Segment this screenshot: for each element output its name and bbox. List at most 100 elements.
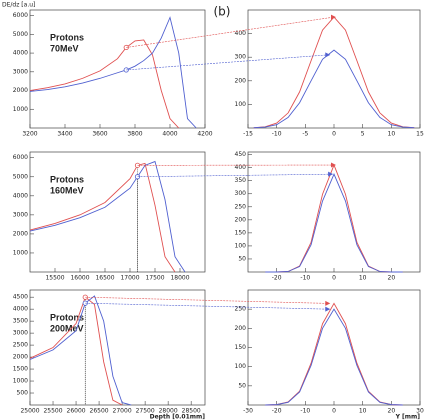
x-tick-label: 5 bbox=[361, 131, 365, 138]
x-tick-label: -10 bbox=[300, 408, 310, 415]
x-tick-label: 20 bbox=[388, 275, 396, 282]
x-tick-label: 16000 bbox=[70, 275, 89, 282]
x-tick-label: 25000 bbox=[20, 408, 39, 415]
y-tick-label: 2000 bbox=[13, 230, 28, 237]
marker bbox=[331, 14, 336, 20]
y-tick-label: 1000 bbox=[13, 106, 28, 113]
y-tick-label: 300 bbox=[235, 190, 247, 197]
x-tick-label: 18000 bbox=[170, 275, 189, 282]
plot-frame bbox=[247, 9, 421, 129]
x-tick-label: 28000 bbox=[159, 408, 178, 415]
annotation: 160MeV bbox=[50, 185, 84, 195]
y-tick-label: 6000 bbox=[13, 12, 28, 19]
annotation: 70MeV bbox=[50, 43, 79, 53]
data-line bbox=[29, 162, 176, 273]
x-tick-label: 3200 bbox=[22, 131, 37, 138]
y-tick-label: 1500 bbox=[13, 366, 28, 373]
x-tick-label: 3800 bbox=[127, 131, 142, 138]
y-tick-label: 4000 bbox=[13, 192, 28, 199]
y-tick-label: 500 bbox=[17, 390, 29, 397]
y-tick-label: 100 bbox=[235, 363, 247, 370]
marker bbox=[325, 306, 331, 312]
y-tick-label: 200 bbox=[235, 325, 247, 332]
y-tick-label: 450 bbox=[235, 151, 247, 158]
y-axis-label: DE/dz [a.u] bbox=[2, 2, 35, 9]
x-tick-label: -30 bbox=[243, 408, 253, 415]
y-tick-label: 2000 bbox=[13, 87, 28, 94]
y-tick-label: 4000 bbox=[13, 50, 28, 57]
y-tick-label: 1000 bbox=[13, 378, 28, 385]
data-line bbox=[253, 49, 415, 129]
x-tick-label: 3400 bbox=[57, 131, 72, 138]
x-tick-label: 30 bbox=[416, 408, 424, 415]
annotation: Protons bbox=[50, 312, 84, 322]
y-tick-label: 6000 bbox=[13, 154, 28, 161]
x-tick-label: 26500 bbox=[90, 408, 109, 415]
y-tick-label: 100 bbox=[235, 242, 247, 249]
x-tick-label: 3600 bbox=[92, 131, 107, 138]
x-tick-label: 27500 bbox=[136, 408, 155, 415]
y-tick-label: 150 bbox=[235, 229, 247, 236]
x-tick-label: -10 bbox=[272, 131, 282, 138]
marker bbox=[325, 300, 331, 306]
x-tick-label: 27000 bbox=[113, 408, 132, 415]
x-tick-label: 15500 bbox=[45, 275, 64, 282]
y-tick-label: 3000 bbox=[13, 68, 28, 75]
data-line bbox=[29, 295, 132, 406]
y-tick-label: 3000 bbox=[13, 211, 28, 218]
y-tick-label: 3500 bbox=[13, 318, 28, 325]
x-tick-label: 17500 bbox=[145, 275, 164, 282]
plot-frame bbox=[29, 9, 206, 129]
x-tick-label: 28500 bbox=[182, 408, 201, 415]
x-tick-label: 26000 bbox=[67, 408, 86, 415]
y-tick-label: 250 bbox=[235, 306, 247, 313]
y-tick-label: 5000 bbox=[13, 173, 28, 180]
x-tick-label: -10 bbox=[300, 275, 310, 282]
x-tick-label: 4200 bbox=[197, 131, 212, 138]
y-tick-label: 200 bbox=[235, 77, 247, 84]
x-tick-label: 0 bbox=[332, 131, 336, 138]
x-tick-label: 16500 bbox=[95, 275, 114, 282]
x-tick-label: -15 bbox=[243, 131, 253, 138]
data-line bbox=[265, 308, 403, 406]
data-line bbox=[29, 16, 197, 129]
y-tick-label: 3000 bbox=[13, 330, 28, 337]
y-tick-label: 200 bbox=[235, 216, 247, 223]
x-tick-label: -20 bbox=[272, 408, 282, 415]
y-tick-label: 150 bbox=[235, 344, 247, 351]
data-line bbox=[265, 173, 403, 273]
annotation: Protons bbox=[50, 32, 84, 42]
y-tick-label: 350 bbox=[235, 177, 247, 184]
x-tick-label: -20 bbox=[272, 275, 282, 282]
y-tick-label: 2500 bbox=[13, 342, 28, 349]
connector bbox=[126, 54, 329, 71]
y-tick-label: 5000 bbox=[13, 31, 28, 38]
y-tick-label: 1000 bbox=[13, 249, 28, 256]
x-tick-label: 4000 bbox=[162, 131, 177, 138]
x-tick-label: 15 bbox=[416, 131, 424, 138]
y-tick-label: 400 bbox=[235, 164, 247, 171]
y-tick-label: 50 bbox=[238, 382, 246, 389]
x-tick-label: 20 bbox=[388, 408, 396, 415]
plot-frame bbox=[247, 151, 421, 273]
annotation: 200MeV bbox=[50, 323, 84, 333]
y-tick-label: 4500 bbox=[13, 294, 28, 301]
x-axis-label: Y [mm] bbox=[395, 414, 421, 420]
y-tick-label: 2000 bbox=[13, 354, 28, 361]
x-tick-label: 10 bbox=[359, 408, 367, 415]
y-tick-label: 50 bbox=[238, 255, 246, 262]
y-tick-label: 400 bbox=[235, 30, 247, 37]
connector bbox=[126, 16, 335, 48]
connector bbox=[85, 296, 329, 304]
data-line bbox=[29, 296, 123, 406]
x-axis-label: Depth [0.01mm] bbox=[150, 414, 206, 420]
annotation: Protons bbox=[50, 174, 84, 184]
plot-frame bbox=[247, 289, 421, 406]
y-tick-label: 4000 bbox=[13, 306, 28, 313]
connector bbox=[85, 302, 329, 310]
y-tick-label: 100 bbox=[235, 101, 247, 108]
connector bbox=[137, 173, 332, 178]
plot-frame bbox=[29, 289, 206, 406]
x-tick-label: 17000 bbox=[120, 275, 139, 282]
